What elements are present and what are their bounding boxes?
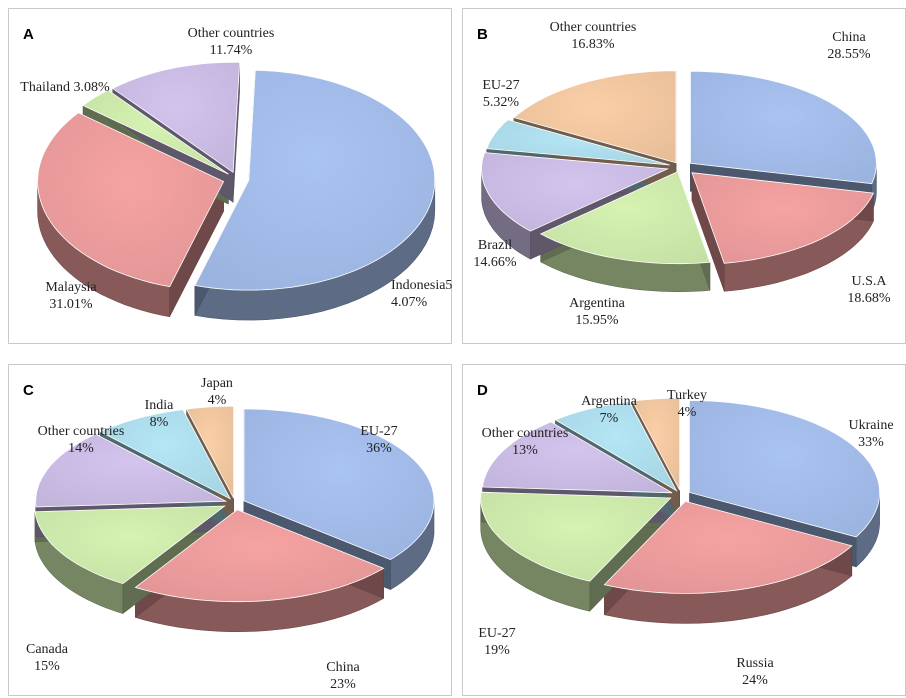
pie-b-slice-other-countries (513, 70, 677, 164)
panel-d: D Ukraine 33% Russia 24% EU-27 19% Other countr… (462, 364, 906, 696)
pie-c-label-china: China 23% (326, 660, 360, 692)
pie-a-label-other-countries: Other countries 11.74% (188, 26, 275, 58)
pie-a-slice-other-countries (111, 61, 241, 174)
pie-b-slice-u-s-a (691, 172, 875, 264)
pie-d-slice-other-countries (482, 421, 673, 494)
pie-a-label-malaysia: Malaysia 31.01% (45, 280, 97, 312)
pie-b-label-eu-27: EU-27 5.32% (482, 78, 519, 110)
pie-a-label-thailand: Thailand 3.08% (20, 80, 110, 95)
panel-a: A Indonesia5 4.07% Malaysia 31.01% Thailand 3… (8, 8, 452, 344)
pie-chart-d: D Ukraine 33% Russia 24% EU-27 19% Other countr… (477, 382, 894, 688)
pie-d-slice-eu-27 (480, 491, 672, 582)
pie-d-slice-argentina (554, 401, 678, 492)
pie-a-slice-indonesia (194, 69, 436, 291)
pie-a-label-indonesia: Indonesia5 4.07% (391, 278, 452, 310)
pie-b-slice-brazil (481, 152, 670, 232)
panel-letter-b: B (477, 26, 488, 43)
panel-c: C EU-27 36% China 23% Canada 15% Other countrie… (8, 364, 452, 696)
pie-d-label-eu-27: EU-27 19% (478, 626, 515, 658)
pie-c-label-japan: Japan 4% (201, 376, 233, 408)
pie-d-label-ukraine: Ukraine 33% (848, 418, 893, 450)
pie-d-slice-russia (603, 500, 853, 594)
pie-c-slice-china (134, 509, 385, 603)
pie-c-label-canada: Canada 15% (26, 642, 69, 674)
pie-d-label-argentina: Argentina 7% (581, 394, 638, 426)
pie-d-slice-turkey (631, 397, 681, 491)
pie-d-label-turkey: Turkey 4% (667, 388, 707, 420)
pie-d-label-other-countries: Other countries 13% (482, 426, 569, 458)
pie-b-label-u-s-a: U.S.A 18.68% (847, 274, 891, 306)
panel-b: B China 28.55% U.S.A 18.68% Argentina 15.95% Br… (462, 8, 906, 344)
pie-a-slice-thailand (82, 89, 229, 175)
pie-d-slice-ukraine (689, 400, 881, 538)
pie-d-label-russia: Russia 24% (736, 656, 774, 688)
pie-chart-a: A Indonesia5 4.07% Malaysia 31.01% Thailand 3… (20, 26, 452, 321)
pie-b-label-china: China 28.55% (827, 30, 871, 62)
pie-c-slice-japan (185, 405, 235, 499)
pie-b-label-brazil: Brazil 14.66% (473, 238, 517, 270)
pie-b-label-other-countries: Other countries 16.83% (550, 20, 637, 52)
pie-b-slice-argentina (539, 171, 711, 265)
panel-letter-a: A (23, 26, 34, 43)
pie-b-slice-china (690, 70, 877, 185)
pie-c-label-eu-27: EU-27 36% (360, 424, 397, 456)
panel-letter-c: C (23, 382, 34, 399)
pie-c-slice-india (99, 409, 232, 500)
panel-letter-d: D (477, 382, 488, 399)
pie-chart-c: C EU-27 36% China 23% Canada 15% Other countrie… (23, 376, 435, 692)
pie-c-label-india: India 8% (145, 398, 175, 430)
pie-chart-b: B China 28.55% U.S.A 18.68% Argentina 15.95% Br… (473, 20, 891, 328)
pie-a-slice-malaysia (37, 112, 225, 288)
pie-c-slice-canada (34, 505, 226, 585)
pie-c-slice-other-countries (35, 433, 228, 508)
pie-b-label-argentina: Argentina 15.95% (569, 296, 626, 328)
pie-c-label-other-countries: Other countries 14% (38, 424, 125, 456)
pie-c-slice-eu-27 (243, 408, 435, 561)
pie-b-slice-eu-27 (486, 119, 670, 166)
